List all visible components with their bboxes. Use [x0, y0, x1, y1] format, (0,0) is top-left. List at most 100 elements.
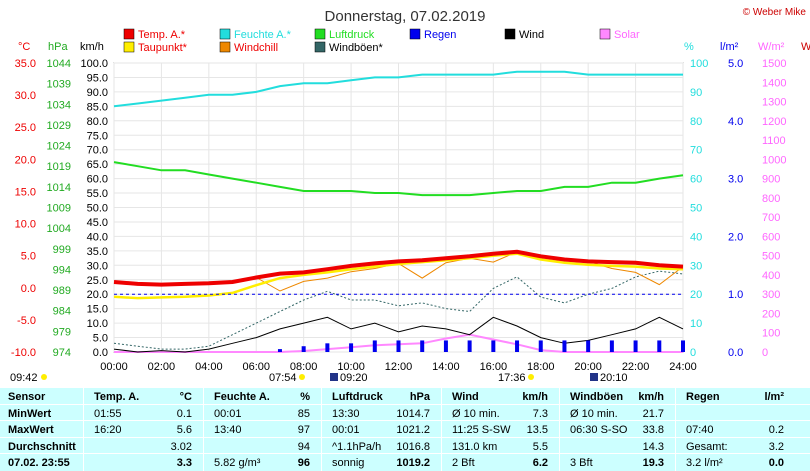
pressure-tick-label: 984	[53, 306, 71, 318]
rain-bar	[277, 349, 282, 352]
rain-bar	[538, 340, 543, 352]
legend-swatch	[504, 28, 516, 40]
legend-swatch	[123, 41, 135, 53]
rain-bar	[633, 340, 638, 352]
table-cell-value: 21.7	[642, 408, 664, 420]
row-label: Durchschnitt	[8, 441, 76, 453]
humidity-tick-label: 70	[690, 145, 702, 157]
table-cell-label: 16:20	[94, 424, 122, 436]
moon-icon	[330, 373, 338, 381]
legend-swatch	[219, 28, 231, 40]
column-header: Windböen	[570, 391, 624, 403]
statistics-table: Sensor MinWert MaxWert Durchschnitt 07.02. 2…	[0, 388, 810, 471]
temp-tick-label: 35.0	[15, 58, 36, 70]
legend: Temp. A.* Feuchte A.* Luftdruck Regen Wind So…	[123, 28, 640, 54]
column-header: Luftdruck	[332, 391, 383, 403]
temp-unit: °C	[18, 41, 30, 53]
time-tick-label: 06:00	[242, 361, 270, 373]
rain-bar	[396, 340, 401, 352]
column-unit: %	[300, 391, 310, 403]
legend-label: Feuchte A.*	[234, 29, 292, 41]
time-tick-label: 12:00	[385, 361, 413, 373]
wind-tick-label: 50.0	[87, 203, 108, 215]
solar-tick-label: 400	[762, 270, 780, 282]
temp-tick-label: 15.0	[15, 186, 36, 198]
solar-tick-label: 1000	[762, 154, 786, 166]
table-divider	[0, 453, 810, 454]
series-line	[113, 161, 684, 197]
sunset-label: 17:36	[498, 372, 526, 384]
pressure-tick-label: 1019	[47, 161, 71, 173]
pressure-tick-label: 979	[53, 326, 71, 338]
solar-tick-label: 0	[762, 347, 768, 359]
table-cell-value: 1016.8	[396, 441, 430, 453]
time-tick-label: 10:00	[337, 361, 365, 373]
table-cell-label: Gesamt:	[686, 441, 728, 453]
rain-bar	[515, 340, 520, 352]
table-cell-value: 94	[297, 441, 310, 453]
rain-bar	[657, 340, 662, 352]
pressure-unit: hPa	[48, 41, 68, 53]
table-cell-value: 85	[297, 408, 310, 420]
wind-tick-label: 55.0	[87, 188, 108, 200]
legend-label: Windchill	[234, 42, 278, 54]
column-unit: l/m²	[764, 391, 784, 403]
pressure-tick-label: 994	[53, 264, 71, 276]
table-cell-value: 96	[297, 457, 310, 469]
table-cell-label: 131.0 km	[452, 441, 498, 453]
column-unit: km/h	[522, 391, 548, 403]
legend-swatch	[314, 28, 326, 40]
column-unit: hPa	[409, 391, 430, 403]
table-divider	[675, 388, 676, 471]
sun-icon	[41, 374, 47, 380]
table-cell-value: 3.2	[768, 441, 784, 453]
table-cell-value: 19.3	[642, 457, 664, 469]
rain-tick-label: 1.0	[728, 289, 743, 301]
wind-tick-label: 40.0	[87, 231, 108, 243]
table-cell-label: 11:25 S-SW	[452, 424, 511, 436]
series-line	[113, 249, 684, 287]
rain-tick-label: 0.0	[728, 347, 743, 359]
legend-label: Windböen*	[329, 42, 384, 54]
legend-label: Regen	[424, 29, 456, 41]
pressure-tick-label: 1004	[47, 223, 71, 235]
legend-swatch	[123, 28, 135, 40]
row-label: MinWert	[8, 408, 52, 420]
table-cell-label: 00:01	[332, 424, 360, 436]
solar-tick-label: 500	[762, 251, 780, 263]
weather-chart: Donnerstag, 07.02.2019 © Weber Mike Temp…	[10, 7, 810, 384]
table-cell-value: 0.0	[768, 457, 784, 469]
humidity-tick-label: 90	[690, 87, 702, 99]
rain-tick-label: 4.0	[728, 116, 743, 128]
rain-bar	[586, 340, 591, 352]
wind-tick-label: 20.0	[87, 289, 108, 301]
table-cell-value: 1014.7	[396, 408, 430, 420]
table-cell-label: 13:40	[214, 424, 242, 436]
legend-label: Solar	[614, 29, 640, 41]
time-tick-label: 02:00	[148, 361, 176, 373]
wind-tick-label: 45.0	[87, 217, 108, 229]
rain-bar	[349, 343, 354, 352]
legend-label: Wind	[519, 29, 544, 41]
table-cell-value: 13.5	[526, 424, 548, 436]
temp-tick-label: 5.0	[21, 251, 36, 263]
moonrise-label: 09:20	[340, 372, 368, 384]
sunrise-label: 07:54	[269, 372, 297, 384]
humidity-tick-label: 10	[690, 318, 702, 330]
humidity-tick-label: 30	[690, 260, 702, 272]
pressure-tick-label: 974	[53, 347, 71, 359]
moonset-label: 20:10	[600, 372, 628, 384]
wind-tick-label: 0.0	[93, 347, 108, 359]
table-cell-value: 33.8	[642, 424, 664, 436]
rain-bar	[443, 340, 448, 352]
pressure-tick-label: 1014	[47, 182, 71, 194]
pressure-tick-label: 1009	[47, 203, 71, 215]
wind-tick-label: 5.0	[93, 333, 108, 345]
column-unit: °C	[179, 391, 192, 403]
table-cell-label: 00:01	[214, 408, 242, 420]
rain-bar	[609, 340, 614, 352]
rain-bar	[325, 343, 330, 352]
pressure-tick-label: 1034	[47, 99, 71, 111]
rain-tick-label: 3.0	[728, 174, 743, 186]
